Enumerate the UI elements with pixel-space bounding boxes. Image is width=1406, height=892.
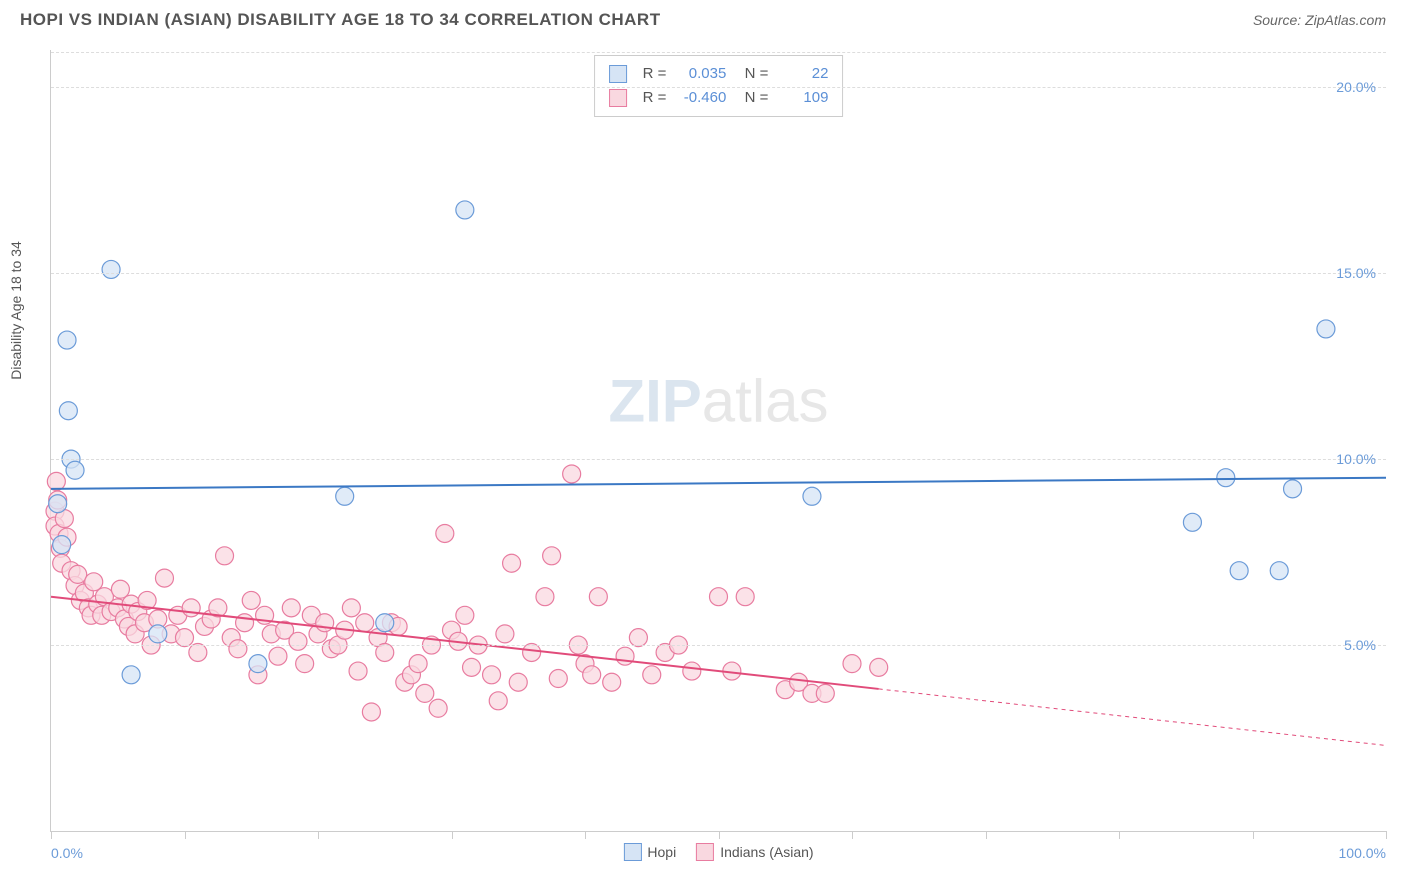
legend-item-indians: Indians (Asian): [696, 843, 813, 861]
y-tick-label: 20.0%: [1336, 79, 1376, 95]
legend-swatch-indians: [696, 843, 714, 861]
legend-swatch-hopi: [623, 843, 641, 861]
legend-item-hopi: Hopi: [623, 843, 676, 861]
stats-row-indians: R =-0.460 N =109: [609, 86, 829, 110]
source-attribution: Source: ZipAtlas.com: [1253, 12, 1386, 28]
y-tick-label: 5.0%: [1344, 637, 1376, 653]
y-tick-label: 10.0%: [1336, 451, 1376, 467]
swatch-indians: [609, 89, 627, 107]
legend-label-hopi: Hopi: [647, 844, 676, 860]
x-axis-min-label: 0.0%: [51, 845, 83, 861]
chart-title: HOPI VS INDIAN (ASIAN) DISABILITY AGE 18…: [20, 10, 661, 30]
y-axis-title: Disability Age 18 to 34: [8, 241, 24, 380]
bottom-legend: Hopi Indians (Asian): [623, 843, 813, 861]
swatch-hopi: [609, 65, 627, 83]
stats-legend-box: R =0.035 N =22 R =-0.460 N =109: [594, 55, 844, 117]
x-axis-max-label: 100.0%: [1339, 845, 1386, 861]
chart-plot-area: Disability Age 18 to 34 ZIPatlas R =0.03…: [50, 50, 1386, 832]
y-tick-label: 15.0%: [1336, 265, 1376, 281]
legend-label-indians: Indians (Asian): [720, 844, 813, 860]
scatter-svg: [51, 50, 1386, 831]
stats-row-hopi: R =0.035 N =22: [609, 62, 829, 86]
